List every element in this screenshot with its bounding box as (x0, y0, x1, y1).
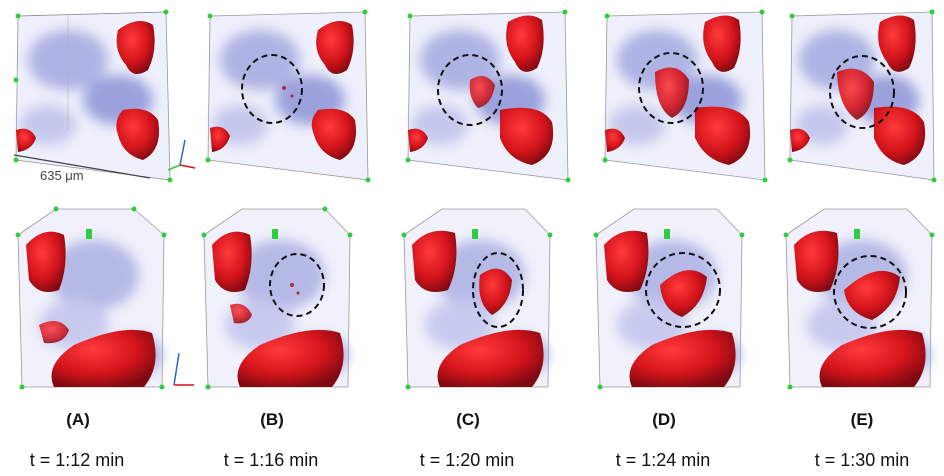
volume-a-bottom (15, 206, 194, 390)
volume-c-top (405, 9, 571, 183)
panel-time-e: t = 1:30 min (814, 450, 910, 470)
panel-time-d: t = 1:24 min (615, 450, 711, 470)
volume-d-top (602, 9, 768, 183)
volume-b-bottom (201, 206, 353, 390)
volume-b-top (205, 9, 371, 183)
volume-e-top (787, 9, 937, 183)
panel-label-c: (C) (456, 410, 480, 429)
panel-label-b: (B) (260, 410, 284, 429)
volume-a-top (13, 9, 173, 183)
scale-bar-label: 635 μm (40, 168, 84, 183)
panel-label-a: (A) (66, 410, 90, 429)
volume-d-bottom (593, 208, 745, 390)
bottom-row-volumes (15, 206, 935, 390)
scale-bar (13, 139, 196, 179)
panel-time-a: t = 1:12 min (29, 450, 125, 470)
panel-label-e: (E) (850, 410, 874, 429)
panel-time-b: t = 1:16 min (223, 450, 319, 470)
top-row-volumes (13, 9, 937, 183)
panel-time-c: t = 1:20 min (419, 450, 515, 470)
volume-c-bottom (401, 208, 553, 390)
volume-e-bottom (783, 208, 935, 390)
panel-label-d: (D) (652, 410, 676, 429)
